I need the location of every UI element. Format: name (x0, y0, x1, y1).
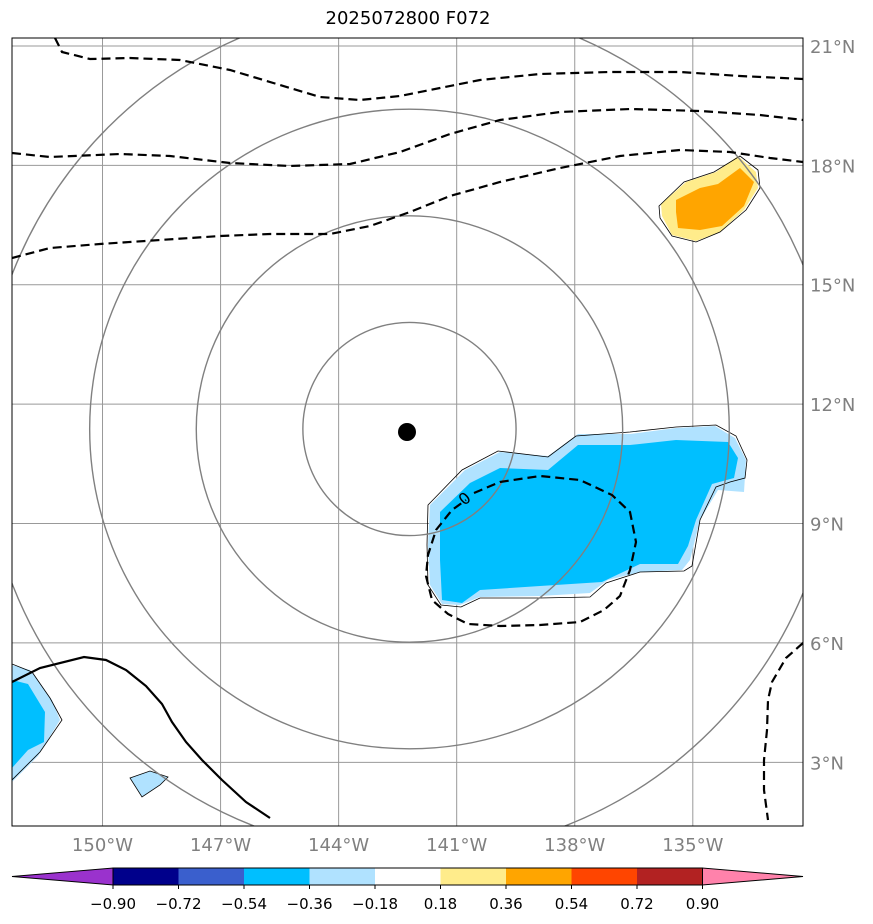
storm-center-marker (398, 423, 416, 441)
colorbar-tick-label: 0.54 (555, 895, 588, 913)
latitude-tick-label: 18°N (810, 156, 855, 177)
positive-anomaly-region (658, 155, 761, 243)
southwest-negative-region (12, 663, 169, 798)
map-title: 2025072800 F072 (325, 8, 491, 29)
dashed-contours (12, 38, 803, 821)
longitude-tick-label: 150°W (72, 835, 133, 856)
colorbar-segment (375, 868, 441, 885)
colorbar-tick-label: −0.72 (156, 895, 202, 913)
longitude-tick-label: 138°W (544, 835, 605, 856)
colorbar-segment (309, 868, 375, 885)
range-ring (302, 321, 517, 537)
colorbar-extend-min (11, 867, 114, 886)
longitude-tick-labels: 150°W 147°W 144°W 141°W 138°W 135°W (72, 835, 724, 856)
solid-contour-southwest (12, 655, 271, 819)
latitude-tick-label: 6°N (810, 634, 844, 655)
colorbar-segment (178, 868, 244, 885)
latitude-tick-label: 9°N (810, 515, 844, 536)
colorbar-segment (506, 868, 572, 885)
longitude-tick-label: 147°W (190, 835, 251, 856)
colorbar-tick-label: 0.18 (424, 895, 457, 913)
dashed-contour-north-3 (12, 148, 803, 260)
latitude-tick-label: 21°N (810, 37, 855, 58)
colorbar-segment (113, 868, 179, 885)
colorbar-segment (637, 868, 703, 885)
latitude-tick-label: 3°N (810, 753, 844, 774)
latitude-tick-labels: 3°N 6°N 9°N 12°N 15°N 18°N 21°N (810, 37, 855, 774)
colorbar-tick-label: −0.90 (90, 895, 136, 913)
latitude-tick-label: 12°N (810, 395, 855, 416)
colorbar: −0.90 −0.72 −0.54 −0.36 −0.18 0.18 0.36 0.54 0.7… (11, 867, 804, 913)
latitude-tick-label: 15°N (810, 276, 855, 297)
longitude-tick-label: 144°W (308, 835, 369, 856)
range-ring (88, 108, 730, 750)
range-ring (195, 215, 624, 643)
negative-boundary-contour (426, 424, 748, 608)
colorbar-tick-label: 0.90 (686, 895, 719, 913)
plot-frame (11, 37, 804, 827)
gridlines (12, 38, 803, 826)
colorbar-tick-label: −0.36 (287, 895, 333, 913)
southwest-strong-negative-fill (12, 680, 45, 768)
colorbar-tick-label: −0.18 (352, 895, 398, 913)
colorbar-segment (244, 868, 310, 885)
small-negative-patch (129, 770, 169, 798)
dashed-contour-zero (424, 474, 638, 628)
positive-fill (676, 168, 754, 230)
colorbar-outline (112, 867, 703, 886)
dashed-contour-north-2 (12, 107, 803, 168)
colorbar-segment (571, 868, 637, 885)
plot-area (12, 38, 803, 826)
colorbar-tick-label: 0.72 (620, 895, 653, 913)
colorbar-extend-max (702, 867, 804, 886)
negative-anomaly-region (426, 424, 748, 608)
southwest-boundary-contour (12, 663, 63, 781)
positive-boundary-contour (658, 155, 761, 243)
longitude-tick-label: 135°W (662, 835, 723, 856)
dashed-contour-north-1 (54, 38, 803, 102)
colorbar-tick-label: 0.36 (489, 895, 522, 913)
dashed-contour-southeast (762, 642, 803, 821)
range-rings (12, 38, 803, 826)
colorbar-tick-label: −0.54 (221, 895, 267, 913)
longitude-tick-label: 141°W (426, 835, 487, 856)
colorbar-segment (440, 868, 506, 885)
